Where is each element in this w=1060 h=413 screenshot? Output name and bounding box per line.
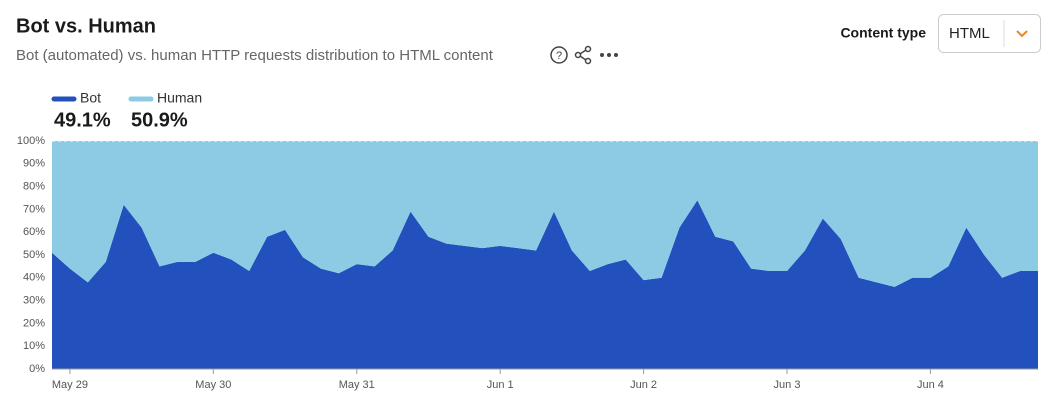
- dropdown[interactable]: HTML: [938, 14, 1041, 53]
- y-tick-label: 0%: [29, 363, 45, 375]
- x-tick-label: Jun 4: [917, 379, 944, 391]
- legend-total: 49.1%: [54, 109, 111, 131]
- title: Bot vs. Human: [16, 15, 156, 37]
- x-tick-label: May 31: [339, 379, 375, 391]
- legend-label: Bot: [80, 90, 101, 106]
- y-tick-label: 40%: [23, 272, 45, 284]
- area: [52, 200, 1038, 369]
- more-icon[interactable]: [600, 53, 618, 57]
- y-tick-label: 20%: [23, 317, 45, 329]
- y-tick-label: 60%: [23, 226, 45, 238]
- help-icon[interactable]: ?: [550, 46, 568, 64]
- y-tick-label: 90%: [23, 158, 45, 170]
- y-tick-label: 70%: [23, 203, 45, 215]
- y-tick-label: 30%: [23, 295, 45, 307]
- x-tick-label: Jun 1: [487, 379, 514, 391]
- legend-total: 50.9%: [131, 109, 188, 131]
- y-tick-label: 80%: [23, 181, 45, 193]
- share-icon[interactable]: [574, 45, 592, 65]
- svg-text:?: ?: [556, 50, 562, 62]
- y-tick-label: 50%: [23, 249, 45, 261]
- control-label: Content type: [840, 25, 926, 41]
- x-tick-label: Jun 3: [774, 379, 801, 391]
- x-tick-label: Jun 2: [630, 379, 657, 391]
- subtitle: Bot (automated) vs. human HTTP requests …: [16, 47, 494, 64]
- dropdown-value: HTML: [949, 25, 990, 42]
- x-tick-label: May 29: [52, 379, 88, 391]
- x-tick-label: May 30: [195, 379, 231, 391]
- y-tick-label: 100%: [17, 135, 45, 147]
- area: [52, 141, 1038, 287]
- y-tick-label: 10%: [23, 340, 45, 352]
- legend-label: Human: [157, 90, 202, 106]
